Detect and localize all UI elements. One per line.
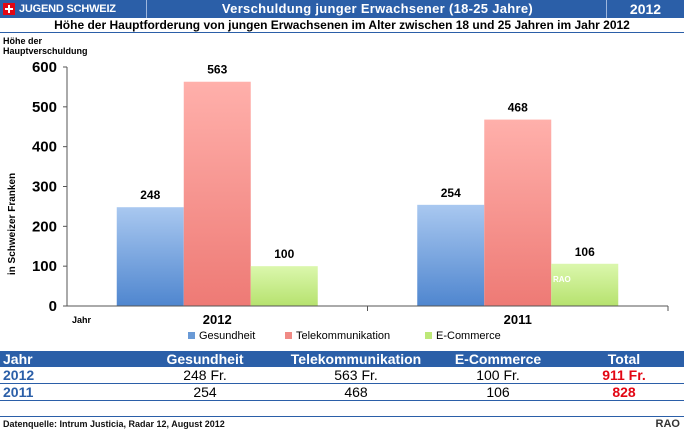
y-tick-label: 300	[32, 179, 57, 196]
table-cell: 248 Fr.	[130, 367, 280, 384]
bar-value-label: 563	[207, 63, 227, 77]
table-header-cell: E-Commerce	[432, 351, 564, 367]
x-axis: 2012 2011	[67, 305, 669, 327]
table-cell: 2012	[0, 367, 130, 384]
page-title: Verschuldung junger Erwachsener (18-25 J…	[221, 1, 534, 16]
bars	[116, 81, 619, 306]
brand-label: JUGEND SCHWEIZ	[19, 3, 116, 15]
legend-swatch	[188, 332, 195, 339]
table-header-row: Jahr Gesundheit Telekommunikation E-Comm…	[0, 351, 684, 367]
table-cell-total: 911 Fr.	[564, 367, 684, 384]
bar-value-label: 100	[274, 247, 294, 261]
table-header-cell: Total	[564, 351, 684, 367]
table-cell: 100 Fr.	[432, 367, 564, 384]
table-cell: 254	[130, 383, 280, 401]
data-source: Datenquelle: Intrum Justicia, Radar 12, …	[3, 419, 225, 429]
y-tick-label: 0	[49, 298, 57, 315]
table-cell: 106	[432, 383, 564, 401]
bar-value-label: 248	[140, 188, 160, 202]
bar	[250, 266, 318, 306]
y-tick-label: 100	[32, 258, 57, 275]
legend: Gesundheit Telekommunikation E-Commerce	[188, 330, 501, 342]
footer-brand: RAO	[655, 418, 680, 430]
table-cell: 2011	[0, 383, 130, 401]
legend-swatch	[285, 332, 292, 339]
legend-label: Gesundheit	[199, 330, 255, 342]
chart-title: Höhe der Hauptverschuldung	[3, 36, 88, 56]
bar	[183, 81, 251, 306]
bar-value-label: 254	[441, 186, 461, 200]
table-header-cell: Jahr	[0, 351, 130, 367]
bar	[551, 263, 619, 306]
y-tick-label: 200	[32, 218, 57, 235]
bar-chart: 0 100 200 300 400 500 600 248 563 100 254 468 106 2…	[7, 59, 669, 342]
data-table: Jahr Gesundheit Telekommunikation E-Comm…	[0, 351, 684, 401]
table-header-cell: Telekommunikation	[280, 351, 432, 367]
x-tick-label: 2011	[504, 312, 532, 327]
brand-badge: JUGEND SCHWEIZ	[0, 0, 147, 18]
table-cell: 468	[280, 383, 432, 401]
bar-value-label: 106	[575, 245, 595, 259]
y-tick-label: 500	[32, 99, 57, 116]
y-tick-label: 400	[32, 139, 57, 156]
legend-label: Telekommunikation	[296, 330, 390, 342]
x-axis-label: Jahr	[72, 315, 92, 325]
legend-swatch	[425, 332, 432, 339]
y-tick-label: 600	[32, 59, 57, 76]
x-tick-label: 2012	[203, 312, 232, 327]
top-banner	[0, 0, 684, 18]
bar	[116, 207, 184, 306]
bar-labels: 248 563 100 254 468 106	[140, 63, 595, 261]
chart-watermark: RAO	[553, 275, 571, 284]
table-cell: 563 Fr.	[280, 367, 432, 384]
y-axis: 0 100 200 300 400 500 600	[32, 59, 68, 315]
chart-subtitle: Höhe der Hauptforderung von jungen Erwac…	[0, 18, 684, 33]
table-cell-total: 828	[564, 383, 684, 401]
table-row: 2011 254 468 106 828	[0, 383, 684, 401]
swiss-flag-icon	[3, 3, 15, 15]
header-year: 2012	[606, 0, 684, 18]
table-row: 2012 248 Fr. 563 Fr. 100 Fr. 911 Fr.	[0, 367, 684, 384]
footer: Datenquelle: Intrum Justicia, Radar 12, …	[0, 416, 684, 432]
legend-label: E-Commerce	[436, 330, 501, 342]
bar	[417, 204, 485, 306]
y-axis-label: in Schweizer Franken	[7, 173, 18, 275]
table-header-cell: Gesundheit	[130, 351, 280, 367]
bar-value-label: 468	[508, 101, 528, 115]
bar	[484, 119, 552, 306]
